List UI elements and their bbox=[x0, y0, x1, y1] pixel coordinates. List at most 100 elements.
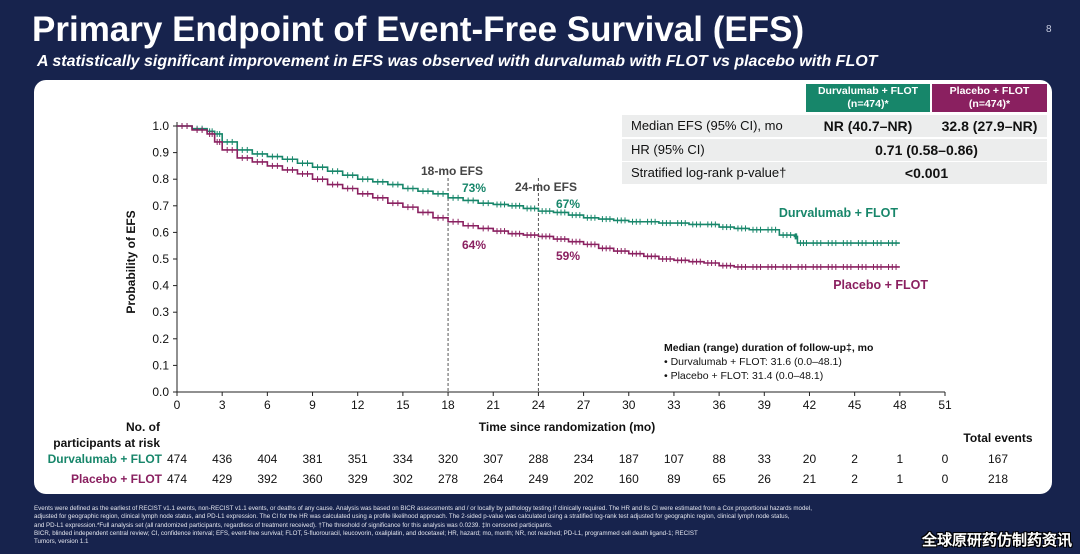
risk-count-placebo: 360 bbox=[303, 472, 323, 486]
footnote-line: and PD-L1 expression.*Full analysis set … bbox=[34, 521, 553, 529]
risk-count-durva: 187 bbox=[619, 452, 639, 466]
y-tick-label: 0.7 bbox=[152, 199, 169, 213]
followup-item-durva: • Durvalumab + FLOT: 31.6 (0.0–48.1) bbox=[664, 356, 842, 368]
risk-count-durva: 1 bbox=[896, 452, 903, 466]
stats-pvalue: <0.001 bbox=[904, 165, 949, 181]
risk-count-placebo: 329 bbox=[348, 472, 368, 486]
y-tick-label: 0.8 bbox=[152, 172, 169, 186]
stats-header-durva-n: (n=474)* bbox=[847, 98, 889, 110]
y-tick-label: 0.3 bbox=[152, 305, 169, 319]
y-tick-label: 0.6 bbox=[152, 225, 169, 239]
risk-count-durva: 320 bbox=[438, 452, 458, 466]
stats-hr-value: 0.71 (0.58–0.86) bbox=[875, 142, 978, 158]
risk-table-title-2: participants at risk bbox=[53, 436, 160, 450]
x-tick-label: 12 bbox=[351, 398, 365, 412]
landmark-18-label: 18-mo EFS bbox=[421, 164, 483, 178]
placebo-curve-label: Placebo + FLOT bbox=[833, 278, 928, 292]
risk-row-placebo-total: 218 bbox=[988, 472, 1008, 486]
stats-label-pvalue: Stratified log-rank p-value† bbox=[631, 165, 787, 180]
durva-curve-label: Durvalumab + FLOT bbox=[779, 206, 898, 220]
x-tick-label: 36 bbox=[712, 398, 726, 412]
y-tick-label: 1.0 bbox=[152, 119, 169, 133]
stats-median-placebo: 32.8 (27.9–NR) bbox=[941, 118, 1038, 134]
risk-count-durva: 334 bbox=[393, 452, 413, 466]
total-events-label: Total events bbox=[963, 431, 1032, 445]
stats-row-hr bbox=[622, 139, 1047, 161]
y-tick-label: 0.5 bbox=[152, 252, 169, 266]
landmark-24-durva-value: 67% bbox=[556, 197, 580, 211]
followup-title: Median (range) duration of follow-up‡, m… bbox=[664, 342, 873, 354]
y-axis-label: Probability of EFS bbox=[124, 210, 138, 313]
risk-count-durva: 234 bbox=[574, 452, 594, 466]
stats-row-pvalue bbox=[622, 162, 1047, 184]
risk-count-durva: 33 bbox=[758, 452, 772, 466]
x-tick-label: 33 bbox=[667, 398, 681, 412]
x-tick-label: 24 bbox=[532, 398, 546, 412]
risk-count-placebo: 2 bbox=[851, 472, 858, 486]
risk-table-title-1: No. of bbox=[126, 420, 161, 434]
stats-label-hr: HR (95% CI) bbox=[631, 142, 705, 157]
landmark-24-placebo-value: 59% bbox=[556, 249, 580, 263]
x-tick-label: 39 bbox=[758, 398, 772, 412]
landmark-18-durva-value: 73% bbox=[462, 181, 486, 195]
x-tick-label: 30 bbox=[622, 398, 636, 412]
x-tick-label: 27 bbox=[577, 398, 591, 412]
risk-count-durva: 88 bbox=[712, 452, 726, 466]
landmark-18-placebo-value: 64% bbox=[462, 238, 486, 252]
risk-count-durva: 381 bbox=[303, 452, 323, 466]
x-tick-label: 48 bbox=[893, 398, 907, 412]
risk-count-placebo: 65 bbox=[712, 472, 726, 486]
stats-median-durva: NR (40.7–NR) bbox=[823, 118, 913, 134]
risk-count-placebo: 202 bbox=[574, 472, 594, 486]
risk-count-durva: 0 bbox=[942, 452, 949, 466]
stats-row-median bbox=[622, 115, 1047, 137]
risk-count-placebo: 474 bbox=[167, 472, 187, 486]
risk-row-durva-total: 167 bbox=[988, 452, 1008, 466]
footnote-line: adjusted for geographic region, clinical… bbox=[34, 513, 790, 521]
stats-header-durva-name: Durvalumab + FLOT bbox=[817, 85, 919, 97]
risk-count-placebo: 1 bbox=[896, 472, 903, 486]
slide-number: 8 bbox=[1046, 24, 1052, 35]
y-tick-label: 0.4 bbox=[152, 279, 169, 293]
risk-count-placebo: 249 bbox=[528, 472, 548, 486]
x-tick-label: 9 bbox=[309, 398, 316, 412]
x-axis-label: Time since randomization (mo) bbox=[479, 420, 655, 434]
stats-header-placebo: Placebo + FLOT (n=474)* bbox=[932, 84, 1047, 112]
x-tick-label: 6 bbox=[264, 398, 271, 412]
x-tick-label: 51 bbox=[938, 398, 952, 412]
x-tick-label: 18 bbox=[441, 398, 455, 412]
x-tick-label: 21 bbox=[487, 398, 501, 412]
stats-header-placebo-name: Placebo + FLOT bbox=[949, 85, 1030, 97]
risk-count-placebo: 160 bbox=[619, 472, 639, 486]
risk-count-placebo: 264 bbox=[483, 472, 503, 486]
stats-label-median: Median EFS (95% CI), mo bbox=[631, 118, 783, 133]
page-subtitle: A statistically significant improvement … bbox=[37, 53, 878, 70]
risk-count-durva: 436 bbox=[212, 452, 232, 466]
watermark: 全球原研药仿制药资讯 bbox=[921, 532, 1072, 549]
risk-row-placebo-name: Placebo + FLOT bbox=[71, 472, 163, 486]
risk-count-durva: 20 bbox=[803, 452, 817, 466]
footnote-line: Events were defined as the earliest of R… bbox=[34, 505, 812, 512]
risk-count-placebo: 278 bbox=[438, 472, 458, 486]
landmark-24-label: 24-mo EFS bbox=[515, 180, 577, 194]
y-tick-label: 0.0 bbox=[152, 385, 169, 399]
y-tick-label: 0.2 bbox=[152, 332, 169, 346]
risk-count-durva: 107 bbox=[664, 452, 684, 466]
risk-count-placebo: 89 bbox=[667, 472, 681, 486]
risk-row-durva-name: Durvalumab + FLOT bbox=[48, 452, 163, 466]
risk-count-placebo: 0 bbox=[942, 472, 949, 486]
risk-count-placebo: 429 bbox=[212, 472, 232, 486]
x-tick-label: 0 bbox=[174, 398, 181, 412]
risk-count-durva: 474 bbox=[167, 452, 187, 466]
placebo-censor-marks bbox=[181, 123, 897, 270]
footnote-line: BICR, blinded independent central review… bbox=[34, 529, 698, 537]
followup-item-placebo: • Placebo + FLOT: 31.4 (0.0–48.1) bbox=[664, 370, 823, 382]
footnote-line: Tumors, version 1.1 bbox=[34, 538, 89, 546]
risk-count-placebo: 392 bbox=[257, 472, 277, 486]
risk-count-placebo: 302 bbox=[393, 472, 413, 486]
risk-count-placebo: 26 bbox=[758, 472, 772, 486]
y-tick-label: 0.1 bbox=[152, 358, 169, 372]
x-tick-label: 15 bbox=[396, 398, 410, 412]
stats-header-placebo-n: (n=474)* bbox=[968, 98, 1011, 110]
